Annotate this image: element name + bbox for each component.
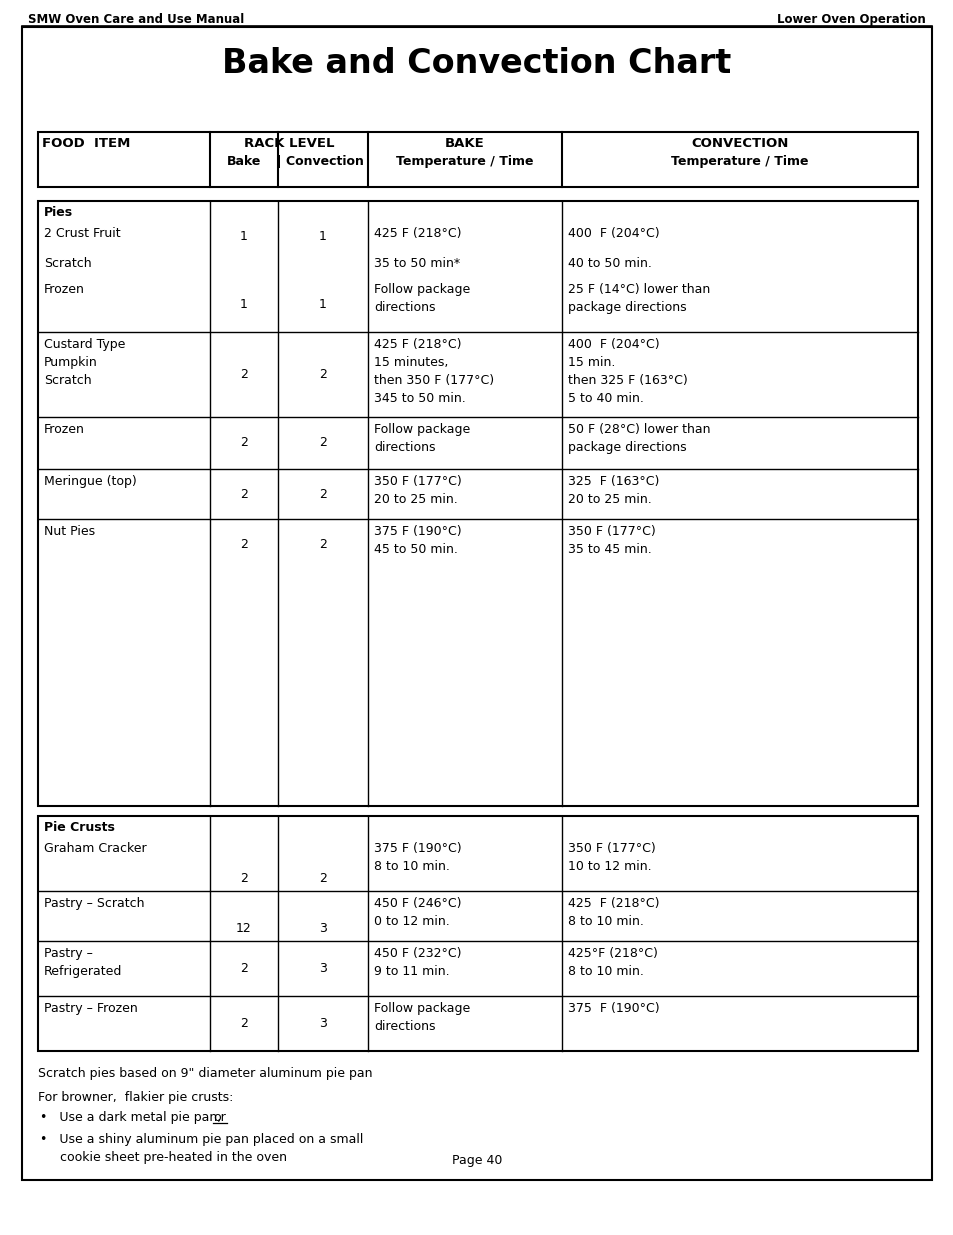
Text: 400  F (204°C)
15 min.
then 325 F (163°C)
5 to 40 min.: 400 F (204°C) 15 min. then 325 F (163°C)… — [567, 338, 687, 405]
Text: Temperature / Time: Temperature / Time — [671, 156, 808, 168]
Text: 350 F (177°C)
35 to 45 min.: 350 F (177°C) 35 to 45 min. — [567, 525, 655, 556]
Text: 450 F (232°C)
9 to 11 min.: 450 F (232°C) 9 to 11 min. — [374, 947, 461, 978]
Text: 375 F (190°C)
45 to 50 min.: 375 F (190°C) 45 to 50 min. — [374, 525, 461, 556]
Text: Follow package
directions: Follow package directions — [374, 283, 470, 314]
Text: Pastry – Frozen: Pastry – Frozen — [44, 1002, 137, 1015]
Text: CONVECTION: CONVECTION — [691, 137, 788, 149]
Text: Bake and Convection Chart: Bake and Convection Chart — [222, 47, 731, 80]
Text: 3: 3 — [318, 962, 327, 974]
Text: Follow package
directions: Follow package directions — [374, 424, 470, 454]
Text: 400  F (204°C): 400 F (204°C) — [567, 227, 659, 240]
Text: Frozen: Frozen — [44, 283, 85, 296]
Text: 2: 2 — [240, 872, 248, 885]
Text: RACK LEVEL: RACK LEVEL — [244, 137, 334, 149]
Text: 350 F (177°C)
10 to 12 min.: 350 F (177°C) 10 to 12 min. — [567, 842, 655, 873]
Text: Pies: Pies — [44, 206, 73, 219]
Bar — [38, 201, 917, 806]
Text: SMW Oven Care and Use Manual: SMW Oven Care and Use Manual — [28, 14, 244, 26]
Text: 325  F (163°C)
20 to 25 min.: 325 F (163°C) 20 to 25 min. — [567, 475, 659, 506]
Text: 375  F (190°C): 375 F (190°C) — [567, 1002, 659, 1015]
Text: 50 F (28°C) lower than
package directions: 50 F (28°C) lower than package direction… — [567, 424, 710, 454]
Text: Graham Cracker: Graham Cracker — [44, 842, 147, 855]
Text: 2: 2 — [240, 1016, 248, 1030]
Text: | Convection: | Convection — [276, 156, 363, 168]
Text: •   Use a dark metal pie pan,: • Use a dark metal pie pan, — [40, 1112, 225, 1124]
Text: Custard Type
Pumpkin
Scratch: Custard Type Pumpkin Scratch — [44, 338, 125, 387]
Text: Scratch: Scratch — [44, 257, 91, 270]
Text: Page 40: Page 40 — [452, 1153, 501, 1167]
Text: Nut Pies: Nut Pies — [44, 525, 95, 538]
Text: 2: 2 — [318, 872, 327, 885]
Text: Bake: Bake — [227, 156, 261, 168]
Text: 25 F (14°C) lower than
package directions: 25 F (14°C) lower than package direction… — [567, 283, 709, 314]
Text: Pie Crusts: Pie Crusts — [44, 821, 114, 834]
Bar — [38, 132, 917, 186]
Text: Follow package
directions: Follow package directions — [374, 1002, 470, 1032]
Text: FOOD  ITEM: FOOD ITEM — [42, 137, 131, 149]
Text: 40 to 50 min.: 40 to 50 min. — [567, 257, 651, 270]
Text: 2: 2 — [318, 488, 327, 500]
Text: •   Use a shiny aluminum pie pan placed on a small
     cookie sheet pre-heated : • Use a shiny aluminum pie pan placed on… — [40, 1132, 363, 1165]
Text: 2 Crust Fruit: 2 Crust Fruit — [44, 227, 120, 240]
Text: 35 to 50 min*: 35 to 50 min* — [374, 257, 459, 270]
Text: 1: 1 — [318, 298, 327, 311]
Text: BAKE: BAKE — [445, 137, 484, 149]
Text: 350 F (177°C)
20 to 25 min.: 350 F (177°C) 20 to 25 min. — [374, 475, 461, 506]
Text: Temperature / Time: Temperature / Time — [395, 156, 533, 168]
Text: 425°F (218°C)
8 to 10 min.: 425°F (218°C) 8 to 10 min. — [567, 947, 658, 978]
Text: Lower Oven Operation: Lower Oven Operation — [777, 14, 925, 26]
Text: 425  F (218°C)
8 to 10 min.: 425 F (218°C) 8 to 10 min. — [567, 897, 659, 927]
Text: 2: 2 — [240, 436, 248, 450]
Text: 2: 2 — [240, 368, 248, 382]
Text: 3: 3 — [318, 1016, 327, 1030]
Text: 2: 2 — [318, 368, 327, 382]
Text: Pastry – Scratch: Pastry – Scratch — [44, 897, 144, 910]
Text: 1: 1 — [318, 230, 327, 242]
Text: Frozen: Frozen — [44, 424, 85, 436]
Text: Pastry –
Refrigerated: Pastry – Refrigerated — [44, 947, 122, 978]
Text: 450 F (246°C)
0 to 12 min.: 450 F (246°C) 0 to 12 min. — [374, 897, 461, 927]
Text: 2: 2 — [318, 538, 327, 552]
Text: 1: 1 — [240, 298, 248, 311]
Text: 12: 12 — [236, 923, 252, 935]
Text: 2: 2 — [240, 962, 248, 974]
Text: 425 F (218°C)
15 minutes,
then 350 F (177°C)
345 to 50 min.: 425 F (218°C) 15 minutes, then 350 F (17… — [374, 338, 494, 405]
Text: 2: 2 — [240, 538, 248, 552]
Text: 3: 3 — [318, 923, 327, 935]
Text: 425 F (218°C): 425 F (218°C) — [374, 227, 461, 240]
Bar — [38, 816, 917, 1051]
Text: For browner,  flakier pie crusts:: For browner, flakier pie crusts: — [38, 1091, 233, 1104]
Text: Meringue (top): Meringue (top) — [44, 475, 136, 488]
Text: or: or — [213, 1112, 226, 1124]
Text: 375 F (190°C)
8 to 10 min.: 375 F (190°C) 8 to 10 min. — [374, 842, 461, 873]
Text: 2: 2 — [240, 488, 248, 500]
Text: 1: 1 — [240, 230, 248, 242]
Text: Scratch pies based on 9" diameter aluminum pie pan: Scratch pies based on 9" diameter alumin… — [38, 1067, 372, 1079]
Text: 2: 2 — [318, 436, 327, 450]
